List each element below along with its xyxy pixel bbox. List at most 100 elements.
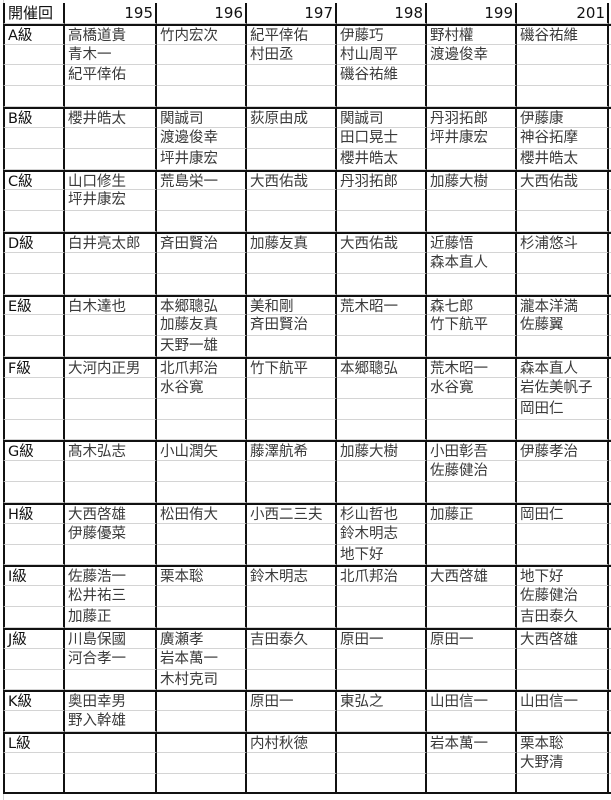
cell[interactable] [609, 502, 611, 524]
cell[interactable] [609, 107, 611, 128]
cell[interactable] [609, 294, 611, 316]
cell[interactable] [247, 65, 337, 87]
cell[interactable] [609, 149, 611, 170]
cell[interactable] [3, 419, 65, 441]
cell[interactable] [247, 586, 337, 608]
player-name-cell[interactable]: 内村秋徳 [247, 731, 337, 753]
player-name-cell[interactable]: 鈴木明志 [247, 565, 337, 587]
player-name-cell[interactable]: 渡邊俊幸 [427, 44, 517, 66]
player-name-cell[interactable]: 髙木弘志 [65, 440, 157, 462]
player-name-cell[interactable]: 松井祐三 [65, 586, 157, 608]
cell[interactable] [65, 731, 157, 753]
player-name-cell[interactable]: 栗本聡 [157, 565, 247, 587]
cell[interactable] [609, 440, 611, 462]
player-name-cell[interactable]: 白木達也 [65, 294, 157, 316]
player-name-cell[interactable]: 櫻井皓太 [517, 148, 609, 170]
cell[interactable] [337, 669, 427, 691]
cell[interactable] [247, 482, 337, 503]
cell[interactable] [517, 211, 609, 233]
cell[interactable] [609, 524, 611, 545]
player-name-cell[interactable]: 村山周平 [337, 44, 427, 66]
cell[interactable] [609, 315, 611, 337]
cell[interactable] [609, 774, 611, 795]
cell[interactable] [157, 731, 247, 753]
cell[interactable] [247, 86, 337, 108]
player-name-cell[interactable]: 紀平倖佑 [247, 23, 337, 45]
cell[interactable] [337, 190, 427, 212]
player-name-cell[interactable]: 森本直人 [427, 252, 517, 274]
player-name-cell[interactable]: 水谷寛 [157, 377, 247, 399]
player-name-cell[interactable]: 杉浦悠斗 [517, 232, 609, 253]
player-name-cell[interactable]: 岡田仁 [517, 398, 609, 420]
class-label-cell[interactable]: K級 [3, 690, 65, 712]
cell[interactable] [3, 607, 65, 628]
player-name-cell[interactable]: 杉山哲也 [337, 502, 427, 524]
cell[interactable] [3, 44, 65, 66]
cell[interactable] [247, 523, 337, 545]
player-name-cell[interactable]: 栗本聡 [517, 731, 609, 753]
cell[interactable] [65, 544, 157, 566]
player-name-cell[interactable]: 野入幹雄 [65, 711, 157, 732]
cell[interactable] [65, 273, 157, 295]
cell[interactable] [65, 336, 157, 358]
cell[interactable] [3, 398, 65, 420]
cell[interactable] [157, 523, 247, 545]
class-label-cell[interactable]: I級 [3, 565, 65, 587]
cell[interactable] [609, 670, 611, 691]
class-label-cell[interactable]: L級 [3, 731, 65, 753]
player-name-cell[interactable]: 竹下航平 [427, 315, 517, 337]
session-number-cell[interactable]: 198 [337, 3, 427, 24]
cell[interactable] [65, 461, 157, 483]
cell[interactable] [247, 607, 337, 628]
player-name-cell[interactable]: 小西二三夫 [247, 502, 337, 524]
player-name-cell[interactable]: 加藤正 [427, 502, 517, 524]
player-name-cell[interactable]: 坪井康宏 [65, 190, 157, 212]
player-name-cell[interactable]: 荻原由成 [247, 107, 337, 128]
cell[interactable] [247, 648, 337, 670]
cell[interactable] [157, 752, 247, 774]
cell[interactable] [3, 586, 65, 608]
cell[interactable] [65, 86, 157, 108]
cell[interactable] [609, 482, 611, 503]
cell[interactable] [247, 211, 337, 233]
cell[interactable] [65, 482, 157, 503]
player-name-cell[interactable]: 野村權 [427, 23, 517, 45]
cell[interactable] [3, 648, 65, 670]
cell[interactable] [609, 3, 611, 24]
cell[interactable] [337, 86, 427, 108]
cell[interactable] [65, 211, 157, 233]
cell[interactable] [337, 607, 427, 628]
cell[interactable] [337, 211, 427, 233]
player-name-cell[interactable]: 佐藤浩一 [65, 565, 157, 587]
cell[interactable] [65, 398, 157, 420]
cell[interactable] [517, 419, 609, 441]
cell[interactable] [157, 190, 247, 212]
player-name-cell[interactable]: 丹羽拓郎 [337, 169, 427, 191]
player-name-cell[interactable]: 吉田泰久 [247, 627, 337, 649]
cell[interactable] [517, 44, 609, 66]
cell[interactable] [609, 399, 611, 420]
player-name-cell[interactable]: 岩本萬一 [157, 648, 247, 670]
cell[interactable] [247, 148, 337, 170]
cell[interactable] [247, 377, 337, 399]
cell[interactable] [517, 86, 609, 108]
cell[interactable] [157, 773, 247, 795]
cell[interactable] [3, 315, 65, 337]
cell[interactable] [427, 398, 517, 420]
player-name-cell[interactable]: 青木一 [65, 44, 157, 66]
class-label-cell[interactable]: C級 [3, 169, 65, 191]
cell[interactable] [609, 357, 611, 378]
cell[interactable] [517, 544, 609, 566]
player-name-cell[interactable]: 紀平倖佑 [65, 65, 157, 87]
player-name-cell[interactable]: 関誠司 [157, 107, 247, 128]
cell[interactable] [609, 65, 611, 87]
cell[interactable] [337, 273, 427, 295]
class-label-cell[interactable]: H級 [3, 502, 65, 524]
cell[interactable] [65, 773, 157, 795]
cell[interactable] [427, 148, 517, 170]
player-name-cell[interactable]: 吉田泰久 [517, 607, 609, 628]
player-name-cell[interactable]: 伊藤巧 [337, 23, 427, 45]
cell[interactable] [247, 461, 337, 483]
cell[interactable] [3, 482, 65, 503]
cell[interactable] [337, 482, 427, 503]
